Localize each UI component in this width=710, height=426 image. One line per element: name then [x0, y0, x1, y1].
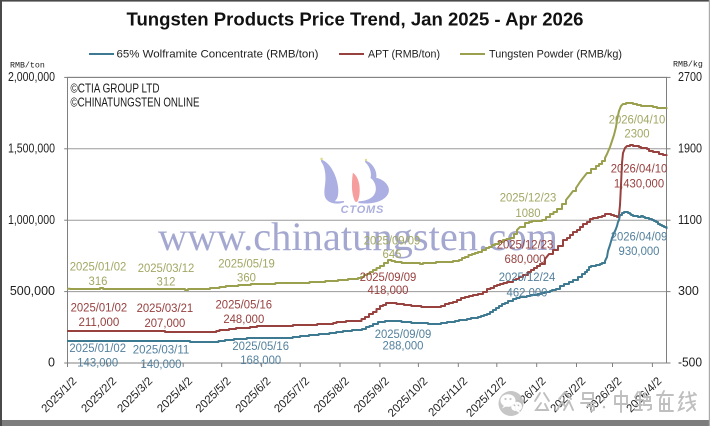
svg-text:RMB/kg: RMB/kg	[673, 59, 703, 69]
svg-text:Tungsten Powder (RMB/kg): Tungsten Powder (RMB/kg)	[489, 48, 622, 60]
svg-text:Tungsten Products Price Trend,: Tungsten Products Price Trend, Jan 2025 …	[127, 10, 584, 30]
svg-text:2025/05/19: 2025/05/19	[218, 256, 275, 270]
svg-text:2025/05/16: 2025/05/16	[232, 339, 289, 353]
svg-text:1900: 1900	[678, 141, 702, 155]
svg-text:2025/12/24: 2025/12/24	[499, 270, 556, 284]
svg-text:930,000: 930,000	[619, 244, 660, 258]
svg-text:316: 316	[89, 274, 108, 288]
svg-text:248,000: 248,000	[223, 312, 264, 326]
svg-text:0: 0	[48, 356, 55, 370]
svg-text:462,000: 462,000	[507, 285, 548, 299]
svg-text:2025/09/09: 2025/09/09	[360, 270, 417, 284]
svg-text:CTOMS: CTOMS	[341, 204, 385, 216]
svg-text:2300: 2300	[624, 127, 649, 141]
svg-text:143,000: 143,000	[77, 355, 118, 369]
svg-text:-500: -500	[678, 356, 702, 370]
svg-text:2025/03/12: 2025/03/12	[138, 261, 195, 275]
svg-text:2025/03/21: 2025/03/21	[137, 301, 194, 315]
svg-text:360: 360	[237, 271, 256, 285]
svg-text:500,000: 500,000	[10, 284, 55, 298]
svg-text:2026/04/10: 2026/04/10	[609, 112, 666, 126]
svg-text:2025/09/09: 2025/09/09	[375, 327, 432, 341]
svg-text:2025/01/02: 2025/01/02	[71, 301, 128, 315]
svg-text:288,000: 288,000	[383, 338, 424, 352]
svg-text:211,000: 211,000	[78, 315, 119, 329]
svg-text:300: 300	[678, 284, 699, 298]
svg-text:1100: 1100	[678, 213, 702, 227]
svg-text:1080: 1080	[515, 206, 540, 220]
svg-text:RMB/ton: RMB/ton	[10, 60, 45, 70]
svg-text:645: 645	[383, 247, 402, 261]
svg-text:65% Wolframite Concentrate (RM: 65% Wolframite Concentrate (RMB/ton)	[117, 48, 319, 60]
svg-text:2025/12/23: 2025/12/23	[497, 237, 554, 251]
svg-text:312: 312	[157, 275, 176, 289]
svg-text:2700: 2700	[678, 70, 702, 84]
svg-text:1,430,000: 1,430,000	[614, 177, 664, 191]
svg-text:207,000: 207,000	[144, 316, 185, 330]
svg-text:2026/04/09: 2026/04/09	[611, 230, 668, 244]
svg-text:2026/04/10: 2026/04/10	[611, 161, 668, 175]
svg-text:www.chinatungsten.com: www.chinatungsten.com	[158, 214, 558, 259]
svg-text:1,500,000: 1,500,000	[8, 141, 55, 155]
svg-text:APT (RMB/ton): APT (RMB/ton)	[368, 48, 440, 60]
svg-text:1,000,000: 1,000,000	[8, 213, 55, 227]
svg-text:418,000: 418,000	[368, 283, 409, 297]
svg-text:2025/01/02: 2025/01/02	[69, 341, 126, 355]
svg-text:2025/01/02: 2025/01/02	[70, 260, 127, 274]
svg-text:140,000: 140,000	[141, 357, 182, 371]
svg-text:2025/09/09: 2025/09/09	[364, 234, 421, 248]
svg-text:©CTIA GROUP LTD: ©CTIA GROUP LTD	[71, 81, 160, 95]
svg-text:2025/03/11: 2025/03/11	[133, 343, 190, 357]
svg-text:680,000: 680,000	[505, 252, 546, 266]
svg-text:2025/05/16: 2025/05/16	[216, 297, 273, 311]
svg-text:2025/12/23: 2025/12/23	[500, 191, 557, 205]
svg-text:168,000: 168,000	[240, 353, 281, 367]
svg-text:2,000,000: 2,000,000	[8, 70, 55, 84]
svg-text:©CHINATUNGSTEN ONLINE: ©CHINATUNGSTEN ONLINE	[71, 95, 200, 109]
